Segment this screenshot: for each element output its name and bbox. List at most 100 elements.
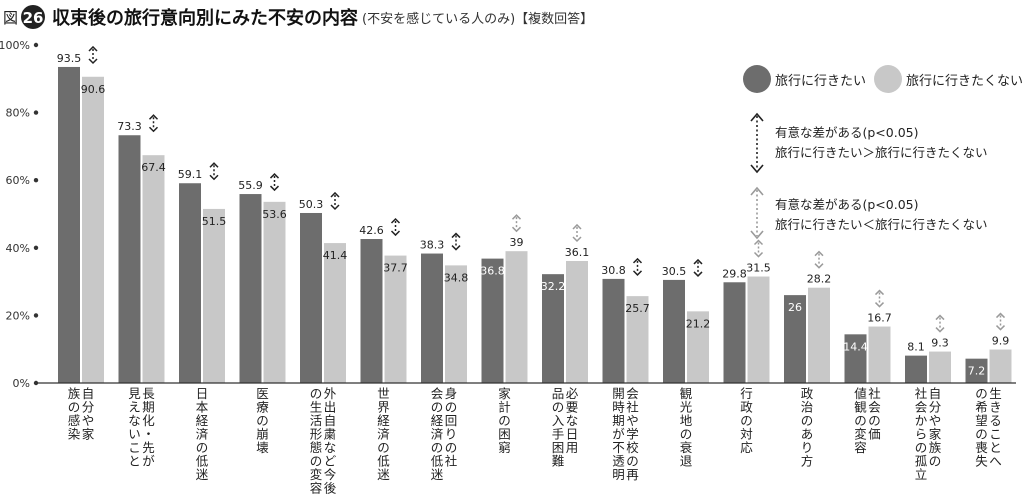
- x-category-label: 計: [498, 400, 511, 415]
- bar-series2: [324, 243, 346, 383]
- x-category-label: の: [256, 413, 269, 428]
- x-category-label: 回: [445, 413, 458, 428]
- significance-arrow-head-down: [511, 226, 522, 233]
- x-category-label: 社: [445, 454, 458, 469]
- y-tick-dot: [33, 380, 39, 386]
- data-label-series1: 36.8: [480, 265, 505, 278]
- legend-sig-up-line2: 旅行に行きたい＞旅行に行きたくない: [775, 145, 988, 160]
- x-category-label: あ: [801, 427, 814, 442]
- x-category-label: の: [445, 400, 458, 415]
- bar-series1: [421, 253, 443, 383]
- x-category-label: 要: [566, 400, 579, 415]
- figure-prefix: 図: [3, 9, 18, 27]
- x-category-label: 透: [612, 454, 625, 469]
- bar-series2: [203, 208, 225, 383]
- x-category-label: 染: [68, 427, 81, 442]
- data-label-series2: 53.6: [262, 208, 287, 221]
- x-category-label: 外: [324, 386, 337, 401]
- bar-series2: [747, 276, 770, 383]
- data-label-series2: 21.2: [686, 317, 711, 330]
- x-category-label: 済: [196, 427, 209, 442]
- data-label-series2: 9.9: [992, 335, 1010, 348]
- bar-series1: [118, 135, 141, 383]
- x-category-label: 時: [612, 400, 625, 415]
- significance-arrow-head-down: [148, 126, 159, 133]
- y-tick-label: 80%: [6, 107, 30, 120]
- data-label-series2: 39: [510, 236, 524, 249]
- data-label-series1: 59.1: [178, 168, 203, 181]
- bar-series1: [723, 282, 746, 383]
- bar-series1: [239, 194, 262, 383]
- significance-arrow-head-up: [753, 239, 764, 246]
- x-category-label: え: [128, 400, 141, 415]
- x-category-label: 用: [566, 440, 579, 455]
- significance-arrow-head-down: [390, 230, 401, 237]
- x-category-label: の: [854, 413, 867, 428]
- x-category-label: 退: [680, 454, 693, 469]
- legend-sig-up-icon: [750, 112, 764, 174]
- data-label-series2: 31.5: [746, 262, 771, 275]
- bar-series1: [360, 239, 383, 383]
- x-category-label: 界: [377, 400, 390, 415]
- x-category-label: 会: [868, 400, 881, 415]
- x-category-label: ら: [915, 427, 928, 442]
- x-category-label: の: [431, 400, 444, 415]
- x-category-label: 喪: [975, 440, 988, 455]
- x-category-label: 必: [566, 386, 579, 401]
- data-label-series2: 90.6: [81, 83, 106, 96]
- significance-arrow-head-up: [269, 172, 280, 179]
- significance-arrow-head-up: [632, 257, 643, 264]
- x-category-label: 手: [552, 427, 565, 442]
- y-tick-dot: [33, 313, 39, 318]
- x-category-label: 変: [310, 467, 323, 482]
- x-category-label: こ: [989, 427, 1002, 442]
- x-category-label: か: [915, 413, 928, 428]
- data-label-series2: 9.3: [931, 337, 949, 350]
- x-category-label: 家: [498, 386, 511, 401]
- x-category-label: の: [196, 440, 209, 455]
- x-category-label: 期: [612, 413, 625, 428]
- x-category-label: 社: [868, 386, 881, 401]
- x-category-label: 対: [740, 427, 753, 442]
- significance-arrow-head-down: [330, 204, 340, 211]
- significance-arrow-head-down: [269, 185, 280, 192]
- x-category-label: 難: [552, 454, 565, 469]
- x-category-label: の: [975, 427, 988, 442]
- x-category-label: ・: [142, 427, 155, 442]
- x-category-label: の: [975, 386, 988, 401]
- plot-area: 0%20%40%60%80%100%93.590.6自分や家族の感染73.367…: [0, 39, 1016, 496]
- significance-arrow-head-up: [330, 191, 340, 198]
- x-category-label: 生: [989, 386, 1002, 401]
- bar-series1: [58, 66, 80, 383]
- figure-number: 26: [23, 9, 44, 27]
- x-category-label: が: [142, 454, 155, 469]
- x-category-label: 低: [431, 454, 444, 469]
- legend-sig-up-line1: 有意な差がある(p<0.05): [775, 125, 919, 140]
- x-category-label: の: [915, 440, 928, 455]
- x-category-label: 社: [915, 386, 928, 401]
- legend-sig-down-line2: 旅行に行きたい＜旅行に行きたくない: [775, 217, 988, 232]
- x-category-label: り: [445, 427, 458, 442]
- x-category-label: 会: [915, 400, 928, 415]
- x-category-label: の: [552, 400, 565, 415]
- x-category-label: 感: [68, 413, 81, 428]
- x-category-label: 日: [566, 427, 579, 442]
- data-label-series2: 51.5: [202, 215, 227, 228]
- significance-arrow-head-down: [753, 251, 764, 258]
- x-category-label: ど: [324, 454, 337, 469]
- x-category-label: き: [989, 400, 1002, 415]
- x-category-label: の: [431, 440, 444, 455]
- x-category-label: 粛: [324, 427, 337, 442]
- x-category-label: 社: [626, 400, 639, 415]
- x-category-label: 応: [740, 440, 753, 455]
- bar-series2: [929, 351, 951, 383]
- significance-arrow-head-up: [209, 162, 219, 168]
- data-label-series2: 34.8: [444, 271, 469, 284]
- data-label-series1: 93.5: [57, 52, 82, 65]
- bar-series1: [663, 279, 685, 383]
- bar-series2: [566, 260, 588, 383]
- data-label-series1: 42.6: [359, 224, 384, 237]
- x-category-label: 族: [68, 386, 81, 401]
- y-tick-label: 0%: [13, 377, 30, 390]
